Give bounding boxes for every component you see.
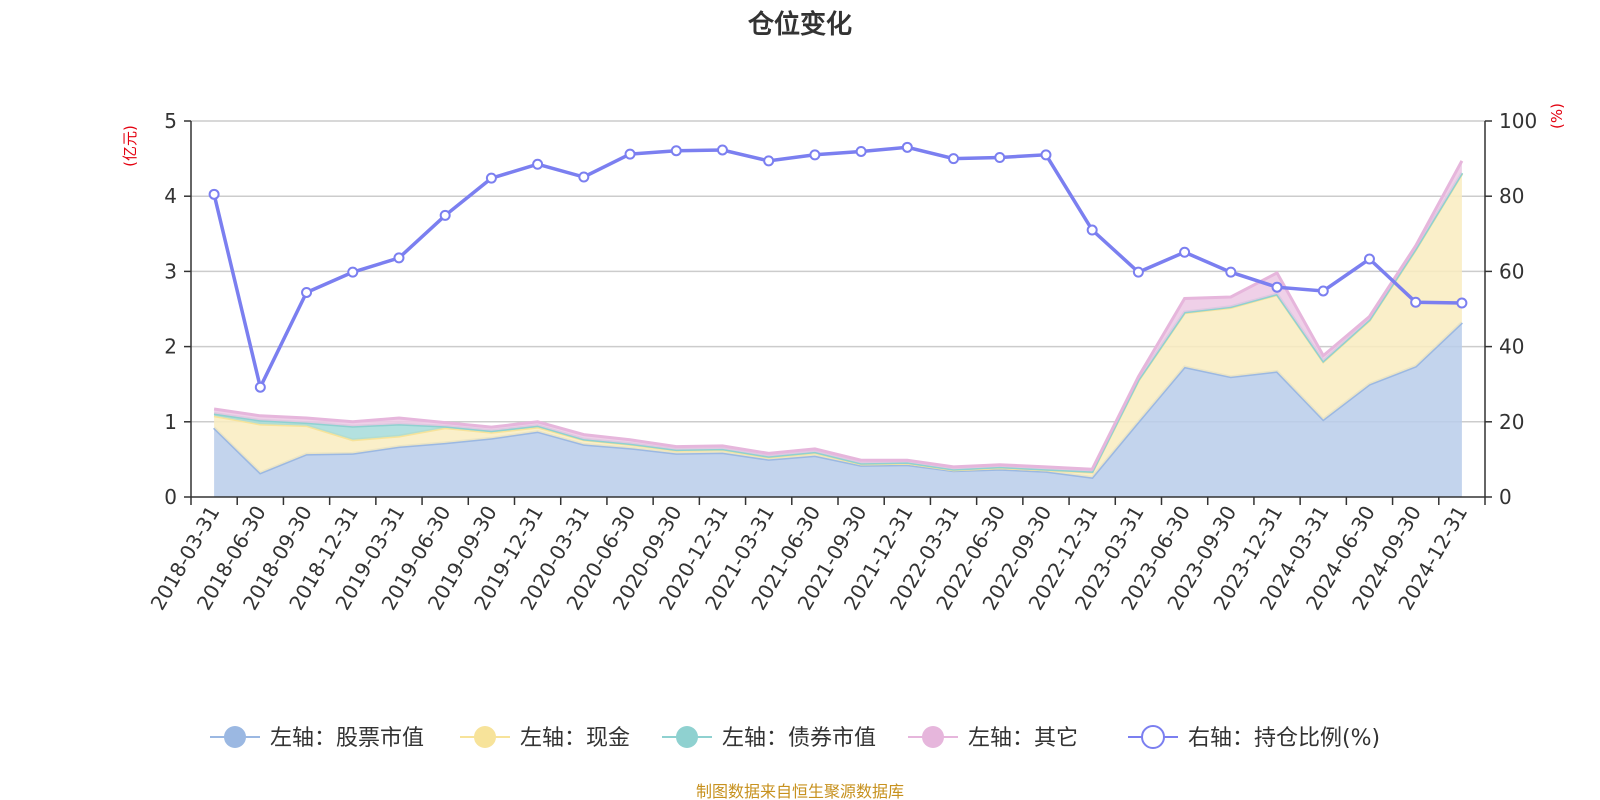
holding-ratio-point bbox=[1456, 297, 1468, 309]
legend-marker-5 bbox=[1141, 725, 1165, 749]
holding-ratio-point bbox=[855, 145, 867, 157]
holding-ratio-point bbox=[1410, 296, 1422, 308]
holding-ratio-point bbox=[1271, 281, 1283, 293]
holding-ratio-point bbox=[763, 155, 775, 167]
right-axis-tick-label: 80 bbox=[1499, 184, 1524, 208]
holding-ratio-point bbox=[1179, 246, 1191, 258]
area-top-line-4 bbox=[213, 160, 1464, 471]
holding-ratio-point bbox=[670, 145, 682, 157]
left-axis-unit: (亿元) bbox=[121, 125, 139, 167]
holding-ratio-point bbox=[254, 381, 266, 393]
right-axis-tick-label: 20 bbox=[1499, 410, 1524, 434]
left-axis-tick-label: 2 bbox=[164, 335, 177, 359]
holding-ratio-point bbox=[809, 149, 821, 161]
holding-ratio-point bbox=[716, 144, 728, 156]
right-axis-unit: (%) bbox=[1548, 103, 1566, 129]
legend-marker-1 bbox=[224, 726, 246, 748]
holding-ratio-point bbox=[1040, 149, 1052, 161]
right-axis-tick-label: 60 bbox=[1499, 259, 1524, 283]
left-axis-tick-label: 5 bbox=[164, 109, 177, 133]
holding-ratio-point bbox=[1132, 266, 1144, 278]
left-axis-tick-label: 3 bbox=[164, 259, 177, 283]
holding-ratio-point bbox=[1363, 253, 1375, 265]
legend-label-2: 左轴：现金 bbox=[520, 726, 630, 751]
right-axis-tick-label: 40 bbox=[1499, 335, 1524, 359]
legend-label-4: 左轴：其它 bbox=[968, 726, 1078, 751]
holding-ratio-point bbox=[439, 209, 451, 221]
holding-ratio-point bbox=[393, 252, 405, 264]
legend-label-1: 左轴：股票市值 bbox=[270, 726, 424, 751]
left-axis-tick-label: 1 bbox=[164, 410, 177, 434]
chart-title: 仓位变化 bbox=[747, 9, 852, 40]
holding-ratio-point bbox=[208, 188, 220, 200]
right-axis-tick-label: 100 bbox=[1499, 109, 1537, 133]
legend: 左轴：股票市值 左轴：现金 左轴：债券市值 左轴：其它 右轴：持仓比例(%) bbox=[210, 725, 1380, 751]
left-axis-tick-label: 0 bbox=[164, 485, 177, 509]
holding-ratio-point bbox=[994, 151, 1006, 163]
holding-ratio-point bbox=[624, 148, 636, 160]
area-series-2 bbox=[214, 173, 1462, 478]
holding-ratio-point bbox=[901, 141, 913, 153]
holding-ratio-point bbox=[1317, 285, 1329, 297]
holding-ratio-point bbox=[532, 158, 544, 170]
legend-label-5: 右轴：持仓比例(%) bbox=[1188, 726, 1380, 751]
holding-ratio-point bbox=[948, 153, 960, 165]
holding-ratio-line bbox=[208, 141, 1468, 393]
stacked-areas bbox=[213, 160, 1464, 497]
holding-ratio-path bbox=[212, 145, 1462, 393]
holding-ratio-point bbox=[1225, 266, 1237, 278]
holding-ratio-point bbox=[485, 172, 497, 184]
right-axis-tick-label: 0 bbox=[1499, 485, 1512, 509]
holding-ratio-point bbox=[347, 266, 359, 278]
legend-marker-2 bbox=[474, 726, 496, 748]
holding-ratio-point bbox=[301, 286, 313, 298]
legend-marker-4 bbox=[922, 726, 944, 748]
left-axis-tick-label: 4 bbox=[164, 184, 177, 208]
area-series-1 bbox=[214, 322, 1462, 497]
holding-ratio-point bbox=[578, 171, 590, 183]
holding-ratio-point bbox=[1086, 224, 1098, 236]
source-note: 制图数据来自恒生聚源数据库 bbox=[696, 782, 904, 800]
legend-marker-3 bbox=[676, 726, 698, 748]
legend-label-3: 左轴：债券市值 bbox=[722, 726, 876, 751]
